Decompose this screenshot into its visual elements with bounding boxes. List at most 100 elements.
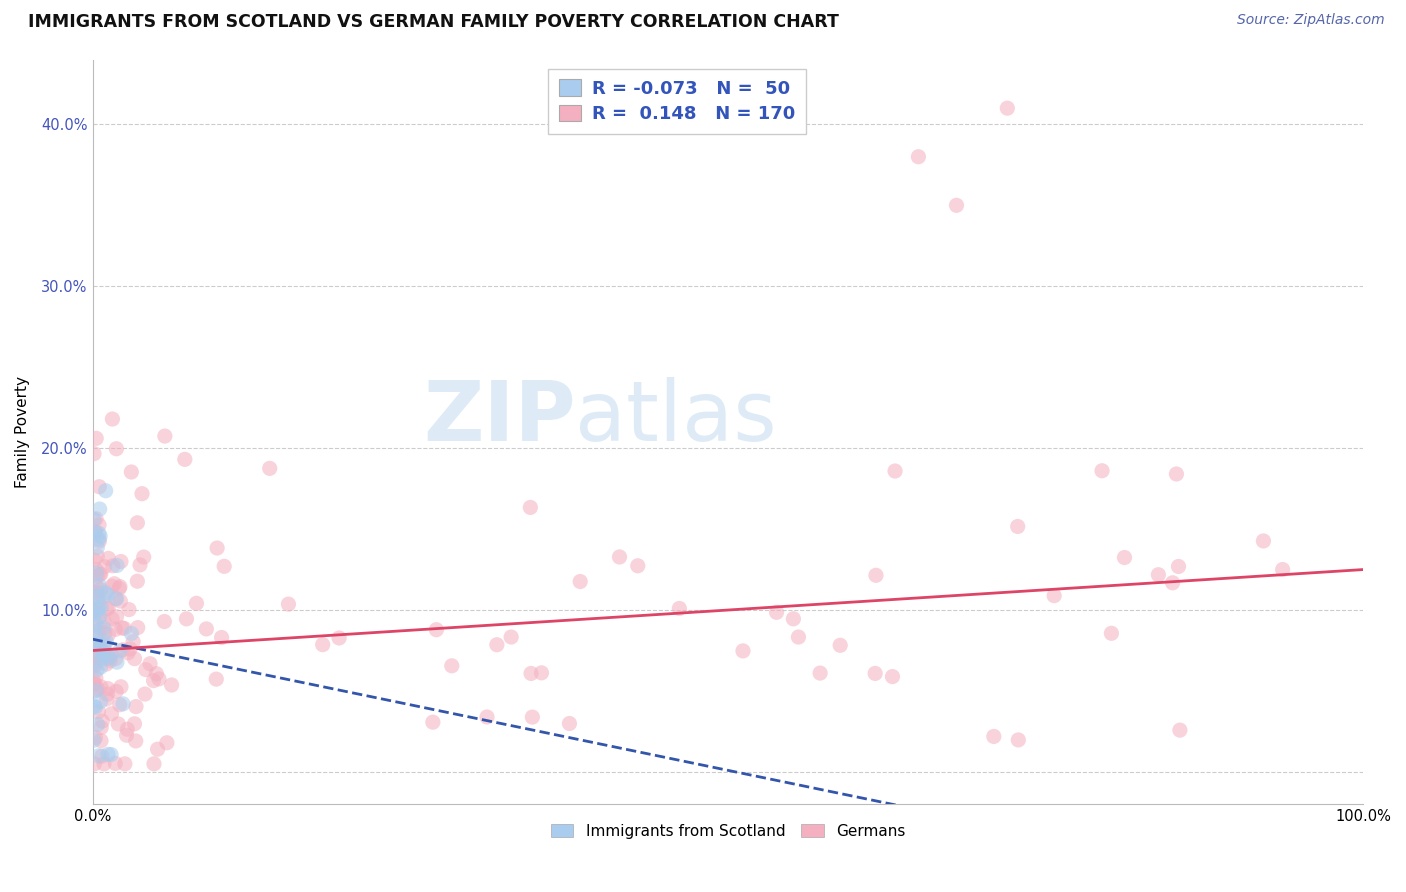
Point xyxy=(125,699,148,714)
Point xyxy=(90,599,112,614)
Point xyxy=(84,512,107,526)
Point xyxy=(765,605,787,619)
Point xyxy=(87,533,110,547)
Point xyxy=(995,101,1018,115)
Point xyxy=(160,678,183,692)
Point xyxy=(112,622,135,636)
Point xyxy=(93,637,115,651)
Point xyxy=(153,429,176,443)
Point xyxy=(125,734,148,748)
Point xyxy=(101,558,124,573)
Point xyxy=(97,601,120,615)
Point xyxy=(120,465,142,479)
Point xyxy=(83,656,105,670)
Point xyxy=(104,591,127,606)
Point xyxy=(90,680,112,694)
Point xyxy=(145,666,167,681)
Point xyxy=(485,638,508,652)
Point xyxy=(90,622,112,636)
Point xyxy=(86,717,108,731)
Point xyxy=(501,630,523,644)
Point xyxy=(87,705,110,719)
Point xyxy=(1253,533,1275,548)
Point xyxy=(173,452,195,467)
Point xyxy=(86,603,108,617)
Text: ZIP: ZIP xyxy=(423,376,575,458)
Point xyxy=(1147,567,1170,582)
Point xyxy=(84,431,107,445)
Point xyxy=(93,559,115,574)
Point xyxy=(1167,559,1189,574)
Point xyxy=(569,574,592,589)
Point xyxy=(83,607,105,622)
Point xyxy=(90,721,112,735)
Point xyxy=(108,580,131,594)
Point xyxy=(89,578,111,592)
Point xyxy=(91,749,114,764)
Point xyxy=(87,624,110,639)
Point xyxy=(86,549,108,564)
Point xyxy=(110,555,132,569)
Point xyxy=(86,642,108,657)
Point xyxy=(205,541,228,555)
Point xyxy=(83,512,105,526)
Point xyxy=(93,615,115,629)
Point xyxy=(83,673,105,688)
Point xyxy=(1091,464,1114,478)
Point xyxy=(558,716,581,731)
Point xyxy=(782,612,804,626)
Point xyxy=(84,671,107,685)
Point xyxy=(84,524,107,539)
Point xyxy=(118,602,141,616)
Point xyxy=(89,502,111,516)
Text: atlas: atlas xyxy=(575,376,778,458)
Point xyxy=(86,637,108,651)
Point xyxy=(93,756,115,771)
Point xyxy=(134,687,156,701)
Point xyxy=(98,651,121,665)
Point xyxy=(93,621,115,635)
Point xyxy=(86,566,108,581)
Point xyxy=(108,698,131,712)
Point xyxy=(328,631,350,645)
Point xyxy=(83,756,105,771)
Point xyxy=(93,645,115,659)
Point xyxy=(146,742,169,756)
Point xyxy=(983,730,1005,744)
Point xyxy=(83,553,105,567)
Point xyxy=(112,697,135,711)
Point xyxy=(89,609,111,624)
Point xyxy=(530,665,553,680)
Point xyxy=(100,747,122,762)
Point xyxy=(87,748,110,763)
Point xyxy=(94,586,117,600)
Point xyxy=(83,447,105,461)
Point xyxy=(84,630,107,644)
Point xyxy=(907,150,929,164)
Point xyxy=(627,558,650,573)
Point xyxy=(120,626,142,640)
Point xyxy=(105,609,128,624)
Point xyxy=(101,612,124,626)
Point xyxy=(84,659,107,673)
Point xyxy=(422,715,444,730)
Point xyxy=(94,483,117,498)
Point xyxy=(86,683,108,698)
Point xyxy=(93,642,115,657)
Text: IMMIGRANTS FROM SCOTLAND VS GERMAN FAMILY POVERTY CORRELATION CHART: IMMIGRANTS FROM SCOTLAND VS GERMAN FAMIL… xyxy=(28,13,839,31)
Point xyxy=(425,623,447,637)
Point xyxy=(86,580,108,594)
Point xyxy=(115,728,138,742)
Point xyxy=(87,517,110,532)
Point xyxy=(94,626,117,640)
Point xyxy=(90,694,112,708)
Point xyxy=(117,723,139,737)
Point xyxy=(87,590,110,604)
Point xyxy=(84,647,107,661)
Point xyxy=(139,657,162,671)
Point xyxy=(90,652,112,666)
Point xyxy=(131,486,153,500)
Point xyxy=(259,461,281,475)
Point xyxy=(129,558,152,572)
Point xyxy=(84,563,107,577)
